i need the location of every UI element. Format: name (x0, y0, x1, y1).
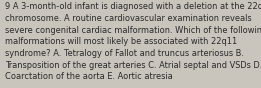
Text: 9 A 3-month-old infant is diagnosed with a deletion at the 22q11
chromosome. A r: 9 A 3-month-old infant is diagnosed with… (5, 2, 261, 81)
